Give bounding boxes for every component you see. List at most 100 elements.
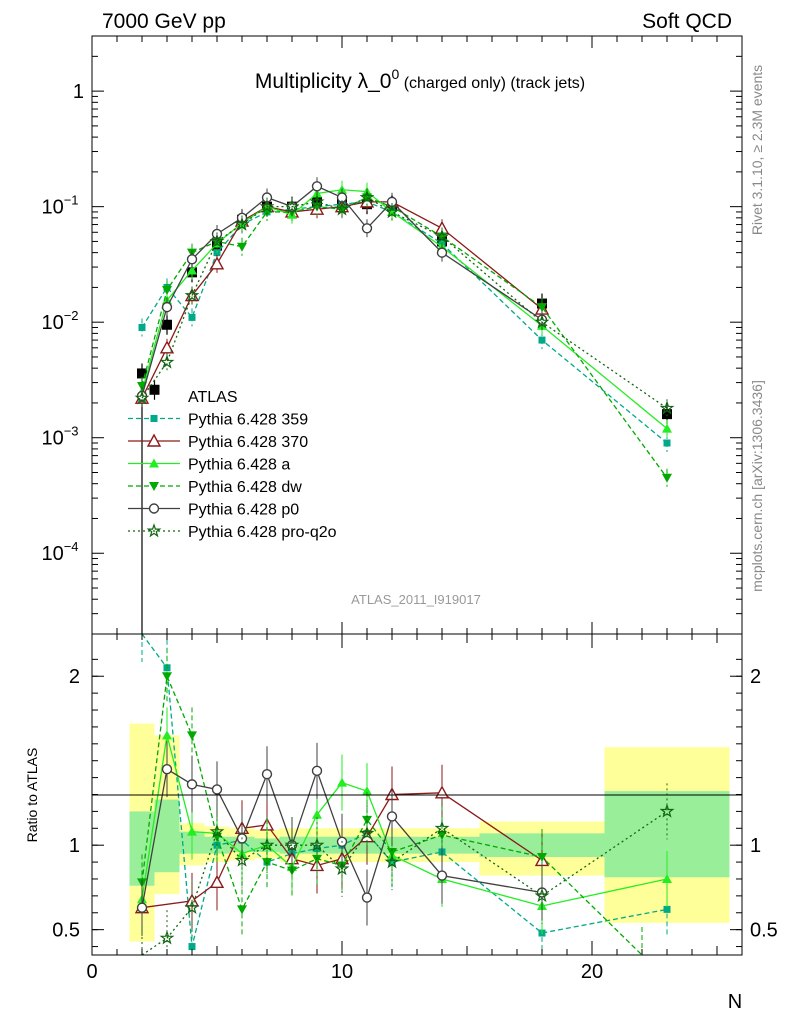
ratio-line xyxy=(141,735,668,907)
ratio-point xyxy=(386,811,398,822)
data-point xyxy=(137,382,147,392)
ratio-point xyxy=(184,899,200,914)
data-point xyxy=(662,473,672,483)
data-point xyxy=(259,198,275,213)
ratio-plot: 0.5 0.5 1 1 2 2 0 10 20 Ratio to ATLAS N xyxy=(24,633,778,1013)
y-tick-label: 10−2 xyxy=(41,308,78,334)
y-tick-label-exponent: −4 xyxy=(64,539,79,554)
ratio-point xyxy=(162,672,172,682)
legend-marker xyxy=(146,523,162,538)
legend-marker xyxy=(150,415,158,422)
main-plot: Multiplicity λ_00 (charged only) (track … xyxy=(41,35,743,635)
data-point xyxy=(237,242,247,252)
ratio-y-tick-label: 2 xyxy=(69,666,80,688)
ratio-point xyxy=(161,763,173,775)
ratio-point xyxy=(159,930,175,945)
data-point xyxy=(436,247,448,258)
ratio-y-axis: 0.5 0.5 1 1 2 2 xyxy=(52,658,778,948)
series-2 xyxy=(134,192,550,408)
ratio-x-tick-label: 20 xyxy=(581,961,603,983)
series-line xyxy=(141,189,668,430)
main-x-ticks xyxy=(91,36,743,634)
data-point xyxy=(361,223,373,234)
y-tick-label-exponent: −3 xyxy=(64,424,79,439)
ratio-point xyxy=(663,905,671,913)
y-tick-label-exponent: −1 xyxy=(64,193,79,208)
rivet-label: Rivet 3.1.10, ≥ 2.3M events xyxy=(749,65,765,235)
data-point xyxy=(234,216,250,231)
y-tick-label: 10−1 xyxy=(41,193,78,219)
ratio-y-tick-label: 0.5 xyxy=(52,920,80,942)
data-point xyxy=(213,249,221,257)
legend-label: Pythia 6.428 dw xyxy=(188,479,302,496)
ratio-line xyxy=(141,633,668,947)
data-point xyxy=(134,390,150,405)
data-point xyxy=(186,254,198,265)
data-point xyxy=(663,439,671,447)
ratio-point xyxy=(362,786,372,796)
main-y-axis: 110−110−210−310−4 xyxy=(41,35,742,635)
ratio-point xyxy=(361,892,373,903)
ratio-y-label: Ratio to ATLAS xyxy=(24,748,40,843)
ratio-point xyxy=(136,902,148,913)
legend-marker xyxy=(149,482,159,491)
header-right: Soft QCD xyxy=(642,10,732,33)
ratio-series-5 xyxy=(141,783,675,956)
y-tick-label: 1 xyxy=(73,81,84,103)
data-point xyxy=(434,228,450,243)
legend-label: Pythia 6.428 370 xyxy=(188,434,308,451)
ratio-point xyxy=(311,765,323,777)
series-line xyxy=(141,196,668,409)
y-tick-label: 10−4 xyxy=(41,539,78,565)
data-point xyxy=(209,256,225,270)
data-point xyxy=(359,189,375,204)
uncertainty-band-stat xyxy=(279,836,480,854)
plot-title: Multiplicity λ_00 (charged only) (track … xyxy=(255,66,585,93)
ratio-point xyxy=(659,803,675,818)
ratio-y-tick-label-right: 1 xyxy=(750,835,761,857)
y-tick-label-base: 10 xyxy=(41,543,63,565)
main-plot-frame xyxy=(91,35,743,635)
y-tick-label-base: 10 xyxy=(41,428,63,450)
legend-marker xyxy=(149,458,159,468)
data-point xyxy=(149,384,160,395)
data-point xyxy=(138,323,146,331)
ratio-point xyxy=(261,769,273,780)
y-tick-label-base: 10 xyxy=(41,197,63,219)
legend-label: Pythia 6.428 pro-q2o xyxy=(188,524,337,541)
ratio-point xyxy=(334,860,350,876)
series-line xyxy=(141,201,543,399)
ratio-point xyxy=(337,777,347,787)
ratio-series-layer xyxy=(134,633,675,956)
analysis-label: ATLAS_2011_I919017 xyxy=(351,592,481,607)
ratio-x-tick-label: 10 xyxy=(331,961,353,983)
ratio-point xyxy=(312,854,322,864)
data-point xyxy=(534,314,550,329)
ratio-point xyxy=(211,784,223,795)
uncertainty-band-stat xyxy=(154,799,180,873)
data-point xyxy=(309,194,325,209)
legend-marker xyxy=(146,433,162,447)
ratio-point xyxy=(259,837,275,852)
ratio-point xyxy=(387,847,397,857)
data-point xyxy=(537,303,547,313)
y-tick-label-base: 1 xyxy=(73,81,84,103)
legend-label: ATLAS xyxy=(188,389,238,406)
ratio-point xyxy=(362,815,372,825)
data-point xyxy=(662,423,672,433)
ratio-point xyxy=(384,854,400,869)
data-point xyxy=(159,340,175,354)
data-point xyxy=(538,336,546,344)
data-point xyxy=(162,319,172,330)
data-point xyxy=(162,285,172,295)
data-point xyxy=(187,265,197,275)
data-point xyxy=(659,400,675,415)
ratio-series-3 xyxy=(137,648,643,956)
series-6 xyxy=(134,188,675,418)
ratio-line xyxy=(141,673,643,956)
series-line xyxy=(141,201,668,444)
y-tick-label-base: 10 xyxy=(41,312,63,334)
ratio-point xyxy=(434,820,450,835)
ratio-point xyxy=(186,779,198,790)
